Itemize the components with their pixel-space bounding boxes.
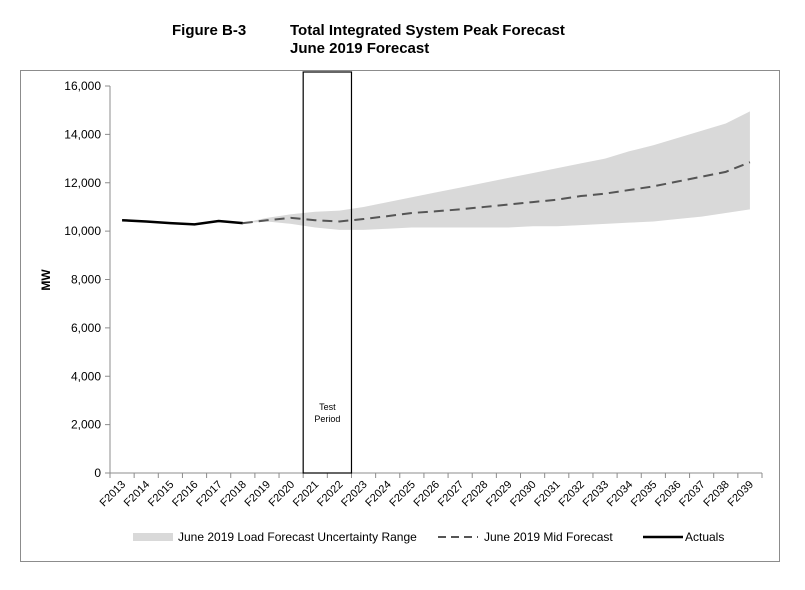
figure-title-line2: June 2019 Forecast — [290, 40, 430, 57]
actuals-line — [122, 218, 243, 226]
mid-forecast-line — [242, 161, 751, 225]
x-tick-label: F2032 — [556, 479, 587, 510]
y-tick-label: 14,000 — [64, 127, 101, 141]
y-tick-label: 0 — [94, 466, 101, 480]
x-tick-label: F2028 — [460, 479, 491, 510]
x-tick-label: F2024 — [363, 479, 394, 510]
figure-title: Total Integrated System Peak Forecast Ju… — [290, 22, 565, 58]
y-tick-label: 4,000 — [71, 369, 101, 383]
x-tick-label: F2034 — [605, 479, 636, 510]
x-tick-label: F2035 — [629, 479, 660, 510]
test-period-box — [302, 71, 353, 474]
x-tick-label: F2019 — [243, 479, 274, 510]
y-tick-label: 8,000 — [71, 273, 101, 287]
band-layer — [242, 111, 750, 230]
x-tick-label: F2029 — [484, 479, 515, 510]
figure-title-line1: Total Integrated System Peak Forecast — [290, 22, 565, 39]
chart-frame — [20, 70, 780, 562]
x-tick-label: F2026 — [412, 479, 443, 510]
x-tick-label: F2020 — [267, 479, 298, 510]
y-tick-label: 10,000 — [64, 224, 101, 238]
x-tick-label: F2023 — [339, 479, 370, 510]
x-tick-label: F2033 — [581, 479, 612, 510]
y-axis-label: MW — [39, 269, 53, 291]
annotation-layer: Test Period — [302, 71, 353, 474]
legend-label-band: June 2019 Load Forecast Uncertainty Rang… — [178, 530, 417, 544]
y-tick-label: 16,000 — [64, 79, 101, 93]
x-tick-label: F2037 — [677, 479, 708, 510]
legend-label-mid: June 2019 Mid Forecast — [484, 530, 613, 544]
x-tick-label: F2038 — [701, 479, 732, 510]
x-tick-label: F2039 — [725, 479, 756, 510]
x-tick-label: F2014 — [122, 479, 153, 510]
x-tick-label: F2030 — [508, 479, 539, 510]
x-tick-label: F2027 — [436, 479, 467, 510]
x-tick-label: F2017 — [194, 479, 225, 510]
x-tick-label: F2013 — [98, 479, 129, 510]
x-tick-label: F2036 — [653, 479, 684, 510]
uncertainty-band — [242, 111, 750, 230]
y-tick-label: 6,000 — [71, 321, 101, 335]
axis-layer: 0 2,000 4,000 6,000 8,000 10,000 12,000 14,000 1… — [39, 79, 763, 510]
test-period-label-line2: Period — [314, 414, 340, 424]
x-tick-label: F2021 — [291, 479, 322, 510]
x-tick-label: F2018 — [218, 479, 249, 510]
legend-label-actuals: Actuals — [685, 530, 724, 544]
figure-label: Figure B-3 — [172, 22, 247, 39]
x-tick-label: F2016 — [170, 479, 201, 510]
x-tick-label: F2031 — [532, 479, 563, 510]
legend: June 2019 Load Forecast Uncertainty Rang… — [133, 530, 724, 544]
series-layer — [122, 161, 751, 226]
x-tick-label: F2015 — [146, 479, 177, 510]
x-tick-label: F2022 — [315, 479, 346, 510]
x-tick-label: F2025 — [387, 479, 418, 510]
y-tick-label: 2,000 — [71, 418, 101, 432]
test-period-label-line1: Test — [319, 402, 336, 412]
legend-swatch-band — [133, 533, 173, 541]
y-tick-label: 12,000 — [64, 176, 101, 190]
